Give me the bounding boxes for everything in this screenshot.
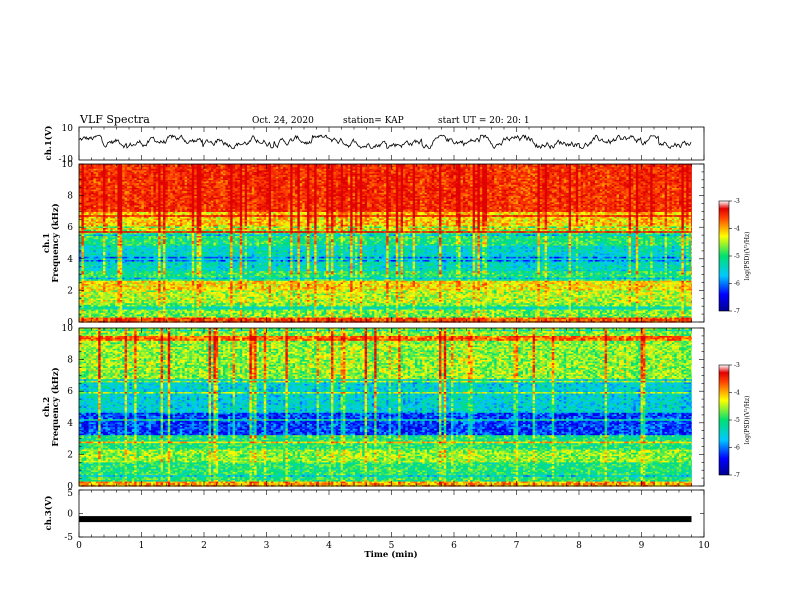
vlf-spectra-figure: VLF Spectra Oct. 24, 2020 station= KAP s…	[0, 0, 792, 612]
ch1-spectrogram-image	[79, 164, 692, 323]
date-label: Oct. 24, 2020	[252, 116, 314, 126]
start-time-label: start UT = 20: 20: 1	[438, 116, 530, 126]
ch1-ytick-top: 10	[62, 124, 74, 134]
ch1-waveform-panel: 10 -10 ch.1(V)	[43, 124, 704, 165]
ch1-ylabel: ch.1(V)	[43, 126, 54, 161]
station-label: station= KAP	[343, 116, 404, 126]
figure-title: VLF Spectra	[79, 113, 150, 126]
